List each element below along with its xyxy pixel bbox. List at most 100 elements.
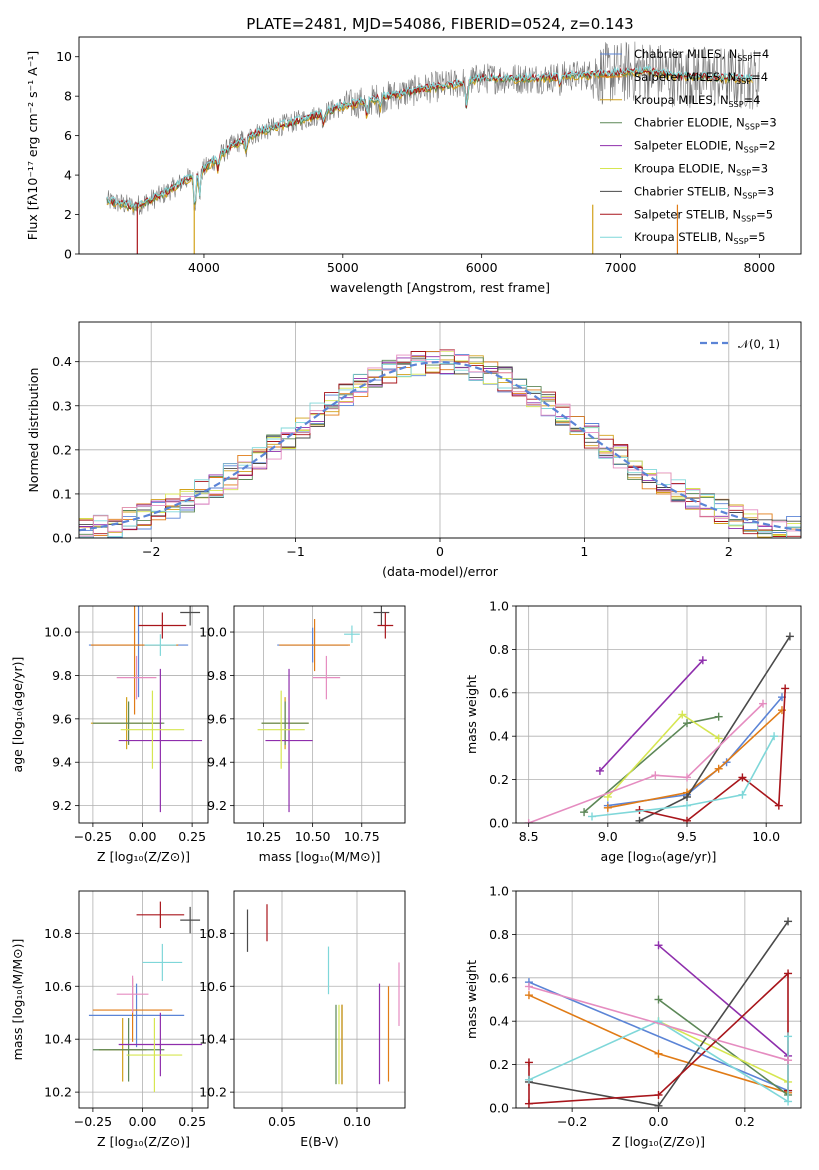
age_vs_Z-xtick-label: 0.25 [178,829,206,844]
massweight-line [639,635,791,822]
residuals-ylabel: Normed distribution [26,368,41,493]
age_vs_Z-ytick-label: 9.6 [52,711,72,726]
legend-entry: Chabrier MILES, NSSP=4 [634,47,769,63]
mw_vs_Z-ytick-label: 0.2 [489,1057,509,1072]
mw_vs_Z-ytick-label: 0.8 [489,927,509,942]
massweight-line [599,659,704,772]
mw_vs_Z-ytick-label: 0.0 [489,1101,509,1116]
age_vs_mass-axes-frame [233,605,406,824]
mw_vs_age-xtick-label: 9.5 [677,829,697,844]
legend-entry: Kroupa STELIB, NSSP=5 [634,230,765,246]
mw_vs_Z-xtick-label: 0.0 [649,1114,669,1129]
mass_vs_ebv-ytick-label: 10.2 [199,1085,227,1100]
mw_vs_Z-xtick-label: −0.2 [557,1114,587,1129]
massweight-line [528,985,789,1062]
age_vs_Z-ytick-label: 9.4 [52,755,72,770]
mw_vs_age-xtick-label: 10.0 [752,829,780,844]
residuals-xlabel: (data-model)/error [382,564,499,579]
mw_vs_age-ytick-label: 1.0 [489,599,509,614]
massweight-line [528,981,789,1092]
age_vs_Z-xtick-label: −0.25 [74,829,112,844]
massweight-line [607,696,783,807]
residuals-ytick-label: 0.4 [52,354,72,369]
mass_vs_Z-ylabel: mass [log₁₀(M/M⊙)] [10,939,25,1061]
legend-entry: 𝒩(0, 1) [738,337,780,351]
massweight-line [657,944,789,1057]
massweight-line [583,715,719,813]
residuals-xtick-label: −2 [142,544,160,559]
spectrum-ytick-label: 4 [64,168,72,183]
spectrum-panel: 4000 5000 6000 7000 8000 0 2 4 6 8 10 wavelength [A… [25,36,802,295]
age_vs_mass-ytick-label: 9.8 [207,668,227,683]
mw_vs_age-ytick-label: 0.2 [489,772,509,787]
age_vs_mass-xlabel: mass [log₁₀(M/M⊙)] [259,849,381,864]
mass_vs_ebv-axes-frame [233,890,406,1109]
mass-vs-metallicity-panel: −0.25 0.00 0.25 10.2 10.4 10.6 10.8 Z [log₁₀(Z/… [10,890,209,1149]
age_vs_Z-xtick-label: 0.00 [129,829,157,844]
massweight-line [658,1020,789,1083]
model-spectrum-line [106,65,753,209]
residual-histogram-line [79,349,801,537]
massweight-line [658,998,789,1096]
legend-entry: Kroupa ELODIE, NSSP=3 [634,162,768,178]
figure-title: PLATE=2481, MJD=54086, FIBERID=0524, z=0… [246,15,633,33]
mw_vs_Z-xlabel: Z [log₁₀(Z/Z⊙)] [612,1134,705,1149]
mass_vs_ebv-ytick-label: 10.4 [199,1032,227,1047]
residuals-ytick-label: 0.3 [52,398,72,413]
mw_vs_age-xtick-label: 9.0 [598,829,618,844]
mw_vs_age-ytick-label: 0.4 [489,729,509,744]
mw_vs_age-ylabel: mass weight [464,675,479,754]
mass_vs_Z-ytick-label: 10.2 [44,1085,72,1100]
massweight-line [591,735,775,818]
spectrum-ytick-label: 10 [56,49,72,64]
spectrum-ytick-label: 8 [64,89,72,104]
mw_vs_age-ytick-label: 0.0 [489,816,509,831]
residuals-ytick-label: 0.0 [52,531,72,546]
mass_vs_ebv-xtick-label: 0.05 [268,1114,296,1129]
spectrum-xtick-label: 5000 [327,260,359,275]
spectrum-xtick-label: 8000 [743,260,775,275]
spectrum-xtick-label: 6000 [466,260,498,275]
residuals-xtick-label: 1 [580,544,588,559]
residuals-xtick-label: 0 [436,544,444,559]
mass_vs_Z-xtick-label: 0.25 [178,1114,206,1129]
age_vs_Z-ylabel: age [log₁₀(age/yr)] [10,657,25,773]
mw_vs_Z-ylabel: mass weight [464,960,479,1039]
mw_vs_age-axes-frame [515,605,802,824]
mw_vs_age-ytick-label: 0.6 [489,685,509,700]
spectrum-xtick-label: 4000 [188,260,220,275]
age_vs_Z-axes-frame [78,605,209,824]
residuals-ytick-label: 0.2 [52,442,72,457]
residuals-panel: −2 −1 0 1 2 0.0 0.1 0.2 0.3 0.4 (data-model)/error… [26,321,802,579]
legend-entry: Kroupa MILES, NSSP=4 [634,93,760,109]
mass_vs_Z-ytick-label: 10.8 [44,926,72,941]
spectrum-ylabel: Flux [fλ10⁻¹⁷ erg cm⁻² s⁻¹ A⁻¹] [25,51,40,240]
age_vs_mass-xtick-label: 10.50 [295,829,331,844]
mass_vs_Z-ytick-label: 10.4 [44,1032,72,1047]
massweight-line [607,709,783,809]
mass-vs-extinction-panel: 0.05 0.10 10.2 10.4 10.6 10.8 E(B-V) [199,890,406,1149]
mass_vs_ebv-xlabel: E(B-V) [300,1134,339,1149]
massweight-line [528,1020,789,1103]
mass_vs_ebv-ytick-label: 10.8 [199,926,227,941]
spectrum-xlabel: wavelength [Angstrom, rest frame] [330,280,550,295]
age_vs_mass-xtick-label: 10.75 [344,829,380,844]
normal-distribution-curve [79,360,801,532]
mw_vs_age-ytick-label: 0.8 [489,642,509,657]
spectrum-ytick-label: 2 [64,207,72,222]
mw_vs_age-xlabel: age [log₁₀(age/yr)] [601,849,717,864]
age_vs_Z-xlabel: Z [log₁₀(Z/Z⊙)] [97,849,190,864]
massweight-vs-metallicity-panel: −0.2 0.0 0.2 0.0 0.2 0.4 0.6 0.8 1.0 Z [log₁₀(Z/Z… [464,884,802,1149]
mw_vs_Z-ytick-label: 0.6 [489,970,509,985]
legend-entry: Salpeter ELODIE, NSSP=2 [634,139,776,155]
age-vs-metallicity-panel: −0.25 0.00 0.25 9.2 9.4 9.6 9.8 10.0 Z [log₁₀(Z/… [10,605,209,864]
residuals-ytick-label: 0.1 [52,486,72,501]
age_vs_mass-ytick-label: 9.6 [207,711,227,726]
massweight-line [607,713,720,798]
age_vs_Z-ytick-label: 9.8 [52,668,72,683]
age_vs_mass-xtick-label: 10.25 [246,829,282,844]
mass_vs_Z-ytick-label: 10.6 [44,979,72,994]
mass_vs_Z-xtick-label: −0.25 [74,1114,112,1129]
mw_vs_Z-ytick-label: 0.4 [489,1014,509,1029]
